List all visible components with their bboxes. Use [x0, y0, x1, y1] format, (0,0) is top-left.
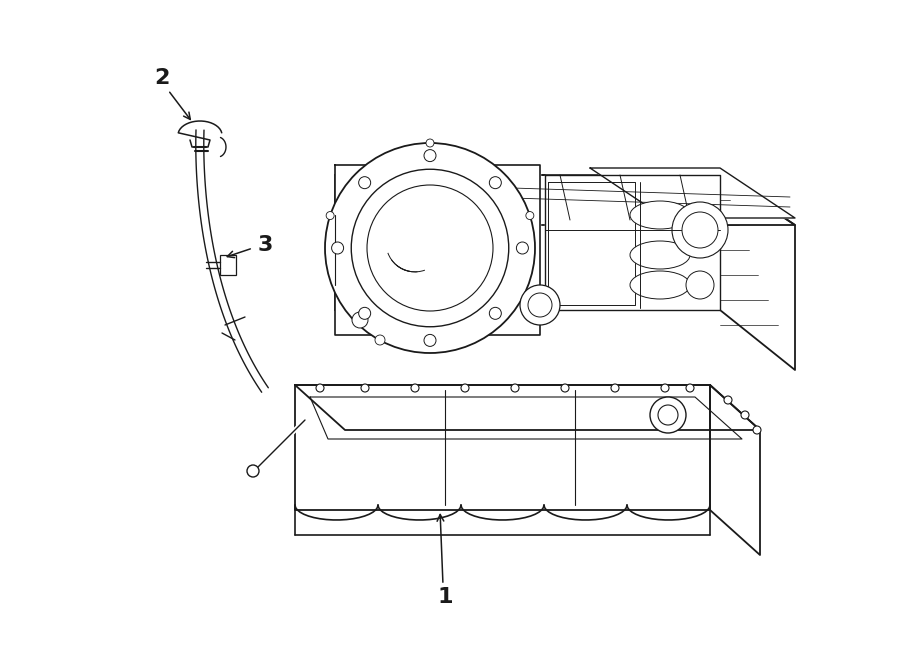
Ellipse shape: [630, 241, 690, 269]
Circle shape: [490, 307, 501, 319]
Circle shape: [650, 397, 686, 433]
Circle shape: [672, 202, 728, 258]
Circle shape: [325, 143, 535, 353]
Circle shape: [490, 176, 501, 188]
Circle shape: [361, 384, 369, 392]
Circle shape: [367, 185, 493, 311]
Polygon shape: [335, 175, 720, 310]
Circle shape: [526, 212, 534, 219]
Circle shape: [326, 212, 334, 219]
Text: 2: 2: [154, 68, 170, 88]
Polygon shape: [295, 385, 760, 430]
Circle shape: [411, 384, 419, 392]
Circle shape: [359, 307, 371, 319]
Polygon shape: [720, 175, 795, 370]
Circle shape: [351, 169, 508, 327]
Circle shape: [682, 212, 718, 248]
Ellipse shape: [630, 201, 690, 229]
Circle shape: [424, 334, 436, 346]
Circle shape: [331, 242, 344, 254]
Polygon shape: [295, 385, 710, 510]
Circle shape: [247, 465, 259, 477]
Circle shape: [520, 285, 560, 325]
Circle shape: [316, 384, 324, 392]
Circle shape: [661, 384, 669, 392]
Polygon shape: [545, 175, 720, 310]
Circle shape: [741, 411, 749, 419]
Circle shape: [611, 384, 619, 392]
Circle shape: [561, 384, 569, 392]
Polygon shape: [335, 175, 795, 225]
Circle shape: [352, 312, 368, 328]
Polygon shape: [335, 165, 540, 335]
Circle shape: [686, 271, 714, 299]
Circle shape: [753, 426, 761, 434]
FancyBboxPatch shape: [220, 255, 236, 275]
Circle shape: [528, 293, 552, 317]
Circle shape: [686, 384, 694, 392]
Circle shape: [359, 176, 371, 188]
Circle shape: [426, 139, 434, 147]
Circle shape: [511, 384, 519, 392]
Circle shape: [517, 242, 528, 254]
Polygon shape: [710, 385, 760, 555]
Text: 1: 1: [437, 587, 453, 607]
Circle shape: [424, 149, 436, 161]
Circle shape: [724, 396, 732, 404]
Ellipse shape: [630, 271, 690, 299]
Text: 3: 3: [257, 235, 273, 255]
Circle shape: [658, 405, 678, 425]
Circle shape: [375, 335, 385, 345]
Circle shape: [461, 384, 469, 392]
Polygon shape: [590, 168, 795, 218]
